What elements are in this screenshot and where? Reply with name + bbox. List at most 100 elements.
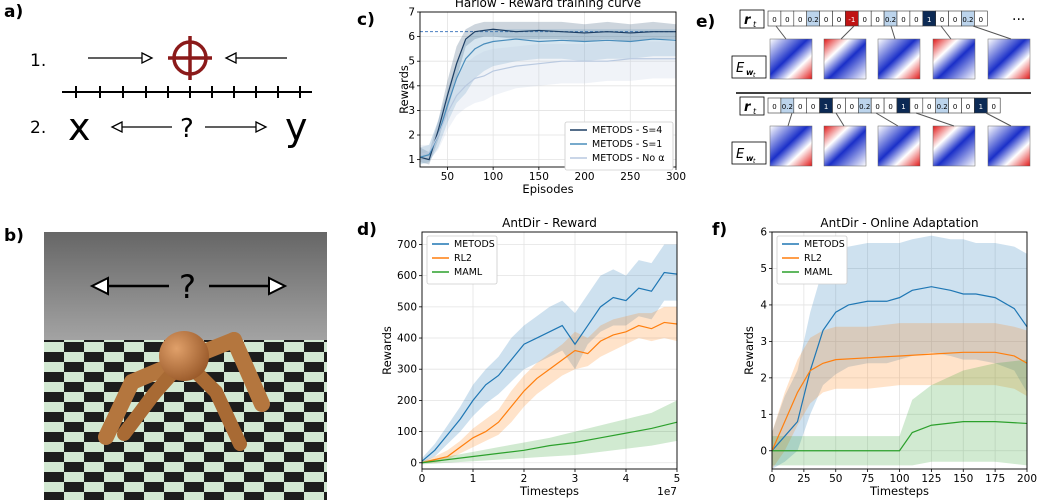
reward-cell-value: 0 xyxy=(772,103,776,111)
x-tick-label: 5 xyxy=(674,473,681,485)
y-tick-label: 700 xyxy=(397,239,417,251)
x-tick-label: 100 xyxy=(483,171,503,183)
legend-entry: METODS - No α xyxy=(592,153,665,164)
x-tick-label: 200 xyxy=(1017,473,1037,485)
x-tick-label: 0 xyxy=(769,473,776,485)
legend-entry: RL2 xyxy=(804,253,822,264)
reward-cell-value: 0 xyxy=(850,103,854,111)
legend-entry: METODS - S=1 xyxy=(592,139,662,150)
y-axis-label: Rewards xyxy=(397,65,411,114)
x-tick-label: 2 xyxy=(521,473,528,485)
reward-cell-value: 0 xyxy=(979,16,983,24)
y-tick-label: 2 xyxy=(408,130,415,142)
series-line xyxy=(419,28,676,161)
series-line xyxy=(772,421,1028,452)
panel-e-diagram: r t 0 0 0 0.2 0 0 -1 0 0 0.2 0 0 1 0 0 0.2 0 ··· E w t r… xyxy=(731,9,1031,167)
x-tick-label: 1 xyxy=(470,473,477,485)
y-tick-label: 300 xyxy=(397,364,417,376)
series-line xyxy=(771,351,1028,452)
x-symbol: x xyxy=(68,105,91,149)
legend-entry: METODS xyxy=(804,239,845,250)
ant-robot xyxy=(98,331,270,451)
x-axis-label: Timesteps xyxy=(519,484,579,498)
double-arrow-icon xyxy=(89,276,288,296)
reward-cell-value: 0 xyxy=(875,16,879,24)
connection-arrow xyxy=(787,112,793,127)
y-tick-label: 0 xyxy=(760,445,767,457)
reward-cell-value: 0 xyxy=(863,16,867,24)
panel-label-f: f) xyxy=(712,220,728,240)
y-tick-label: 7 xyxy=(408,7,415,19)
reward-cell-value: 0 xyxy=(953,16,957,24)
number-line xyxy=(62,86,312,98)
svg-text:r: r xyxy=(744,13,752,28)
reward-cell-value: 0 xyxy=(811,103,815,111)
reward-cell-value: 0 xyxy=(785,16,789,24)
reward-cell-value: 0.2 xyxy=(859,103,870,111)
reward-cell-value: 0 xyxy=(798,103,802,111)
y-tick-label: 200 xyxy=(397,395,417,407)
connection-arrow xyxy=(940,25,952,40)
chart-title: Harlow - Reward training curve xyxy=(455,0,641,10)
e-label: E w t xyxy=(731,55,767,79)
reward-cell-value: 0 xyxy=(966,103,970,111)
x-tick-label: 250 xyxy=(620,171,640,183)
series-band xyxy=(422,400,677,465)
x-tick-label: 150 xyxy=(953,473,973,485)
e-label: E w t xyxy=(731,141,767,165)
heatmap-tile xyxy=(932,125,976,167)
connection-arrow xyxy=(890,25,896,40)
legend-entry: METODS - S=4 xyxy=(592,125,662,136)
panel-label-d: d) xyxy=(357,220,377,240)
y-symbol: y xyxy=(285,105,308,149)
reward-cell-value: 0 xyxy=(888,103,892,111)
series-line xyxy=(419,58,676,156)
series-band xyxy=(420,41,676,163)
y-tick-label: 2 xyxy=(760,372,767,384)
x-tick-label: 4 xyxy=(623,473,630,485)
panel-label-e: e) xyxy=(696,12,716,32)
right-arrow-icon xyxy=(205,120,268,134)
reward-cell-value: 0 xyxy=(772,16,776,24)
reward-cell-value: 1 xyxy=(901,103,905,111)
connection-arrows xyxy=(775,25,1012,127)
heatmap-tile xyxy=(877,38,921,80)
svg-text:t: t xyxy=(753,20,757,29)
x-tick-label: 25 xyxy=(797,473,810,485)
svg-text:E: E xyxy=(736,61,745,76)
svg-text:t: t xyxy=(753,107,757,116)
y-tick-label: 4 xyxy=(760,299,767,311)
y-axis-label: Rewards xyxy=(742,326,756,375)
ellipsis: ··· xyxy=(1012,12,1025,28)
reward-cell-value: 0 xyxy=(914,103,918,111)
x-tick-label: 150 xyxy=(529,171,549,183)
y-tick-label: 3 xyxy=(760,336,767,348)
question-mark: ? xyxy=(179,268,196,306)
harlow-reward-chart: 50 100 150 200 250 300 1 2 3 4 5 6 7 Harlow - Reward … xyxy=(397,0,686,196)
reward-cell-value: 0 xyxy=(798,16,802,24)
x-tick-label: 175 xyxy=(985,473,1005,485)
y-tick-label: 3 xyxy=(408,105,415,117)
y-tick-label: 1 xyxy=(408,154,415,166)
reward-cell-value: 0 xyxy=(824,16,828,24)
panel-label-b: b) xyxy=(4,226,24,246)
x-tick-label: 50 xyxy=(441,171,454,183)
row-2-label: 2. xyxy=(30,118,46,138)
row-1-label: 1. xyxy=(30,51,46,71)
panel-label-a: a) xyxy=(4,2,24,22)
y-tick-label: 600 xyxy=(397,270,417,282)
reward-cell xyxy=(986,97,1001,114)
y-tick-label: 400 xyxy=(397,333,417,345)
heatmap-tile xyxy=(932,38,976,80)
r-label: r t xyxy=(739,96,765,116)
x-tick-label: 100 xyxy=(889,473,909,485)
connection-arrow xyxy=(775,25,787,40)
series-line xyxy=(771,286,1028,452)
connection-arrow xyxy=(972,25,1012,40)
series-line xyxy=(421,421,678,464)
x-tick-label: 200 xyxy=(575,171,595,183)
heatmap-tile xyxy=(769,125,813,167)
connection-arrow xyxy=(875,112,899,127)
antdir-reward-chart: 0 1 2 3 4 5 0 100 200 300 400 500 600 700 AntDir - Rew… xyxy=(380,216,681,498)
svg-text:t: t xyxy=(753,72,756,79)
